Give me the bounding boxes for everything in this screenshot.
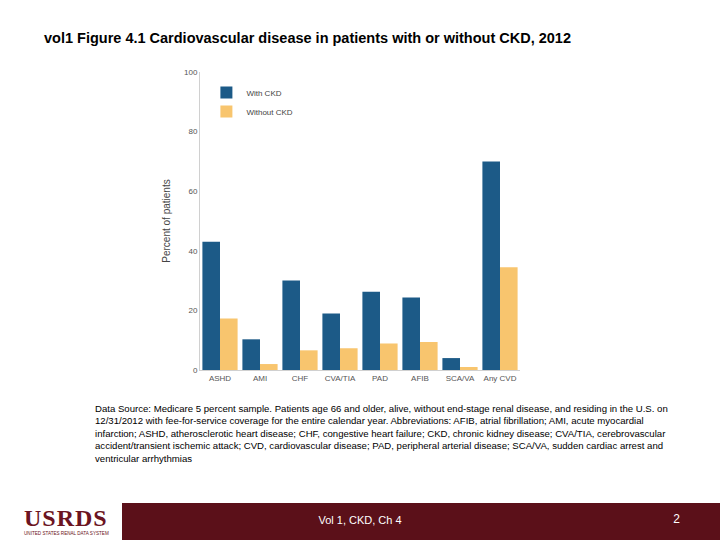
svg-text:20: 20 [188,306,197,315]
svg-text:40: 40 [188,247,197,256]
html-text:2: 2 [673,512,680,526]
html-text:UNITED STATES RENAL DATA SYSTE: UNITED STATES RENAL DATA SYSTEM [24,531,109,536]
html-text:Data Source: Medicare 5 percen: Data Source: Medicare 5 percent sample. … [95,403,668,464]
svg-text:80: 80 [188,127,197,136]
svg-text:0: 0 [193,366,198,375]
html-text:vol1 Figure 4.1 Cardiovascular: vol1 Figure 4.1 Cardiovascular disease i… [44,30,571,46]
svg-text:SCA/VA: SCA/VA [446,374,475,383]
svg-text:AFIB: AFIB [411,374,429,383]
svg-text:CHF: CHF [292,374,309,383]
svg-text:With CKD: With CKD [246,89,281,98]
svg-text:AMI: AMI [253,374,267,383]
html-text:Vol 1, CKD, Ch 4: Vol 1, CKD, Ch 4 [318,514,402,526]
svg-text:CVA/TIA: CVA/TIA [325,374,356,383]
svg-text:Any CVD: Any CVD [484,374,517,383]
svg-text:ASHD: ASHD [209,374,231,383]
svg-text:PAD: PAD [372,374,388,383]
svg-text:100: 100 [184,68,198,77]
svg-text:60: 60 [188,187,197,196]
html-text:USRDS: USRDS [24,505,108,531]
svg-text:Without CKD: Without CKD [246,108,292,117]
svg-text:Percent of patients: Percent of patients [161,179,172,262]
